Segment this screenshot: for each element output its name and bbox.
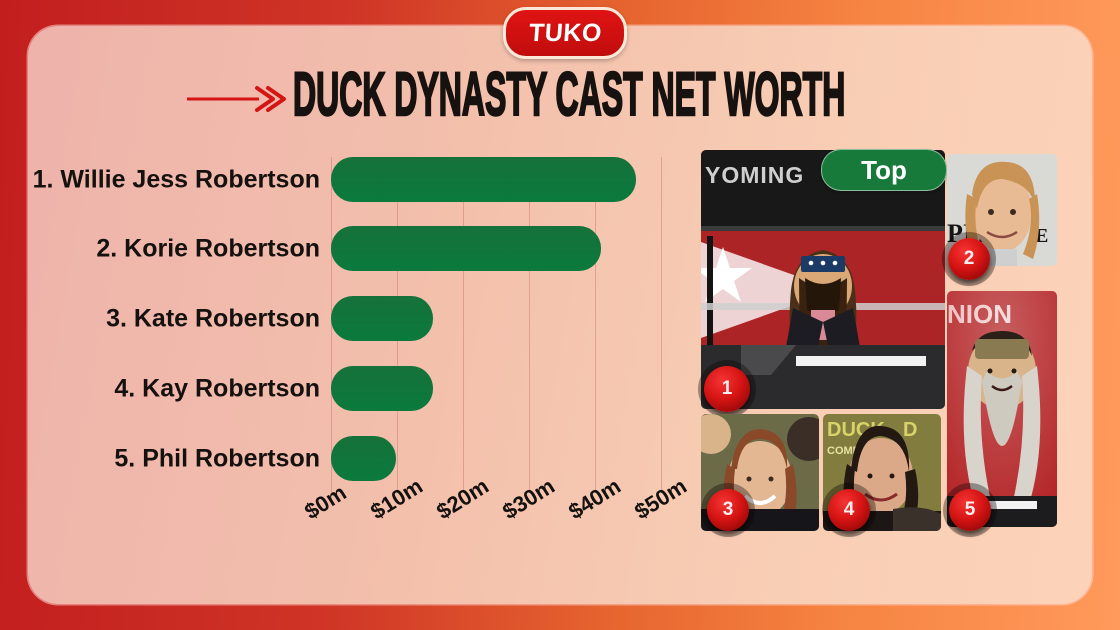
svg-text:YOMING: YOMING	[705, 162, 804, 188]
svg-text:D: D	[903, 419, 917, 441]
